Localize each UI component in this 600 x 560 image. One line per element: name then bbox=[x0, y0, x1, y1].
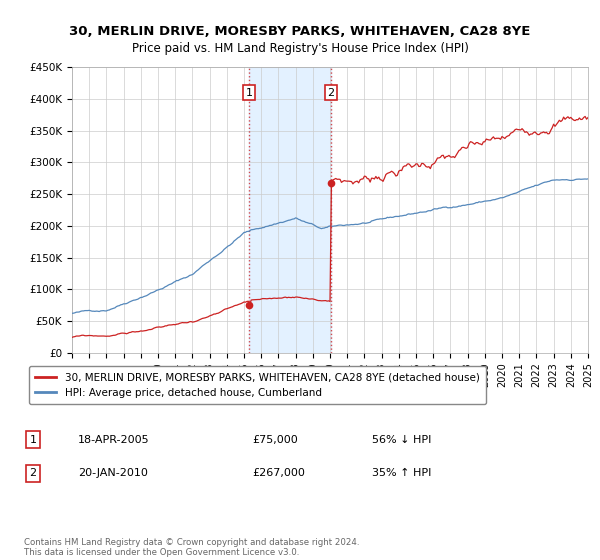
Text: 18-APR-2005: 18-APR-2005 bbox=[78, 435, 149, 445]
Text: 2: 2 bbox=[29, 468, 37, 478]
Text: Price paid vs. HM Land Registry's House Price Index (HPI): Price paid vs. HM Land Registry's House … bbox=[131, 42, 469, 55]
Bar bbox=[249, 67, 331, 353]
Text: 30, MERLIN DRIVE, MORESBY PARKS, WHITEHAVEN, CA28 8YE: 30, MERLIN DRIVE, MORESBY PARKS, WHITEHA… bbox=[70, 25, 530, 38]
Text: 1: 1 bbox=[29, 435, 37, 445]
Text: 20-JAN-2010: 20-JAN-2010 bbox=[78, 468, 148, 478]
Text: £75,000: £75,000 bbox=[252, 435, 298, 445]
Legend: 30, MERLIN DRIVE, MORESBY PARKS, WHITEHAVEN, CA28 8YE (detached house), HPI: Ave: 30, MERLIN DRIVE, MORESBY PARKS, WHITEHA… bbox=[29, 366, 486, 404]
Text: Contains HM Land Registry data © Crown copyright and database right 2024.
This d: Contains HM Land Registry data © Crown c… bbox=[24, 538, 359, 557]
Text: 35% ↑ HPI: 35% ↑ HPI bbox=[372, 468, 431, 478]
Text: £267,000: £267,000 bbox=[252, 468, 305, 478]
Text: 56% ↓ HPI: 56% ↓ HPI bbox=[372, 435, 431, 445]
Text: 1: 1 bbox=[245, 87, 253, 97]
Text: 2: 2 bbox=[327, 87, 334, 97]
